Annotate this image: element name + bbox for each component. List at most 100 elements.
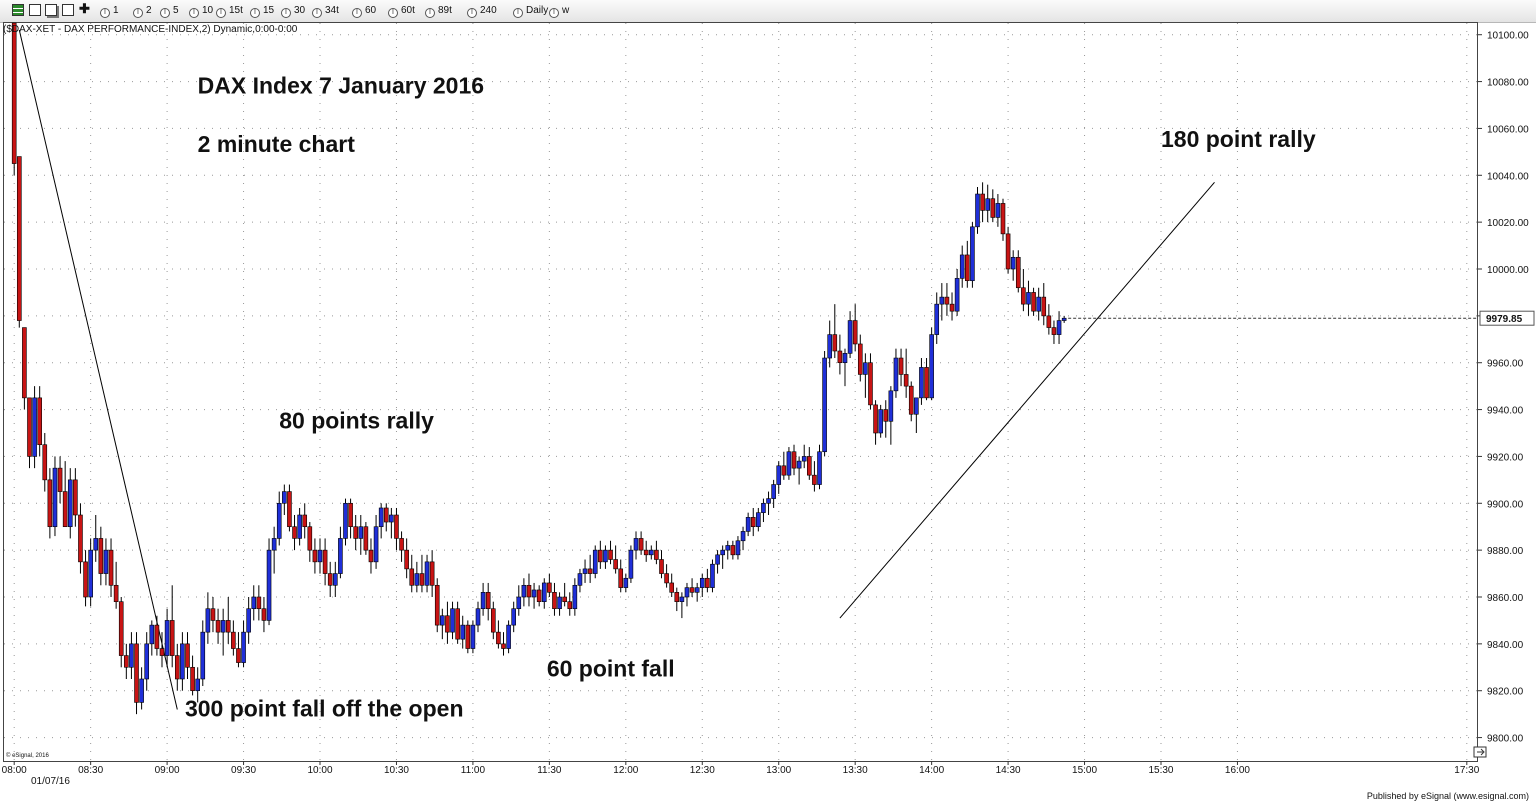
candle-body	[878, 409, 883, 434]
candle	[827, 320, 832, 368]
candle-body	[409, 568, 415, 586]
candle-body	[852, 320, 858, 345]
interval-button-15t[interactable]: I 15t	[216, 4, 243, 18]
candle-body	[761, 502, 766, 513]
interval-button-15[interactable]: I 15	[250, 4, 274, 18]
chart-type-icon[interactable]	[12, 4, 24, 16]
candle	[205, 592, 211, 644]
toolbar: ✚ I 1 I 2 I 5 I 10 I 15t I 15 I 30 I 34t I 60 I 60t I 89t I 240…	[0, 0, 1536, 23]
y-tick-label: 9920.00	[1487, 452, 1524, 463]
candle	[684, 582, 690, 607]
interval-icon: I	[216, 8, 226, 18]
candle-body	[511, 608, 516, 626]
candle	[898, 348, 904, 387]
candle	[720, 545, 725, 569]
page-icon[interactable]	[29, 4, 41, 16]
candle	[480, 582, 486, 616]
interval-button-89t[interactable]: I 89t	[425, 4, 452, 18]
candle-body	[32, 397, 37, 457]
candle	[541, 578, 547, 609]
candle	[399, 531, 404, 562]
candle	[1041, 283, 1047, 326]
candle-body	[781, 465, 787, 476]
candle-body	[343, 502, 348, 539]
interval-button-10[interactable]: I 10	[189, 4, 213, 18]
candle	[404, 538, 409, 579]
candle-body	[990, 198, 996, 218]
candle-body	[287, 491, 292, 528]
candle	[842, 348, 848, 387]
candle	[516, 585, 522, 616]
candle	[623, 573, 629, 593]
copy-icon[interactable]	[45, 4, 57, 16]
candle-body	[394, 514, 399, 539]
candle	[174, 643, 180, 691]
interval-button-240[interactable]: I 240	[467, 4, 497, 18]
candle-body	[42, 444, 48, 481]
candle	[633, 531, 639, 560]
candle	[547, 573, 552, 597]
candle	[460, 615, 466, 649]
candle	[689, 578, 695, 597]
interval-button-60[interactable]: I 60	[352, 4, 376, 18]
candle-body	[720, 549, 725, 556]
interval-icon: I	[160, 8, 170, 18]
candle	[236, 632, 241, 668]
candle-body	[750, 517, 756, 528]
candle-body	[220, 620, 226, 633]
candle-body	[898, 357, 904, 375]
candle	[129, 632, 134, 679]
candle	[419, 554, 425, 593]
candle	[98, 526, 104, 586]
candle-body	[190, 666, 195, 692]
candle	[776, 461, 782, 494]
candle-body	[358, 526, 364, 539]
candle	[985, 184, 990, 223]
candle	[378, 503, 384, 539]
y-tick-label: 9880.00	[1487, 546, 1524, 557]
candle-body	[11, 22, 17, 164]
candle	[903, 348, 909, 398]
candle-body	[1021, 287, 1026, 305]
candle	[307, 522, 313, 562]
candle-body	[118, 601, 124, 656]
candle-body	[480, 592, 486, 610]
candle	[185, 632, 190, 679]
candle-body	[429, 561, 435, 586]
interval-button-30[interactable]: I 30	[281, 4, 305, 18]
candle	[1046, 304, 1052, 335]
interval-icon: I	[467, 8, 477, 18]
candle	[557, 592, 562, 616]
interval-button-60t[interactable]: I 60t	[388, 4, 415, 18]
date-label: 01/07/16	[31, 776, 70, 787]
candle-layer	[11, 22, 1067, 715]
candle-body	[659, 559, 664, 574]
candle	[664, 564, 669, 588]
candle	[761, 498, 766, 523]
crosshair-icon[interactable]: ✚	[79, 1, 90, 16]
link-icon[interactable]	[62, 4, 74, 16]
candle	[16, 156, 22, 328]
candle	[93, 515, 99, 562]
candle-body	[888, 390, 894, 422]
candle-body	[949, 303, 955, 312]
candle-body	[521, 584, 527, 598]
candle	[485, 582, 491, 621]
interval-button-daily[interactable]: I Daily	[513, 4, 548, 18]
candle	[756, 507, 761, 532]
candle	[180, 632, 185, 691]
candle-body	[246, 608, 251, 633]
candle	[118, 597, 124, 668]
interval-label: 240	[480, 5, 497, 16]
x-tick-label: 09:30	[231, 765, 256, 776]
candle	[618, 559, 624, 593]
interval-button-34t[interactable]: I 34t	[312, 4, 339, 18]
candle	[169, 585, 175, 668]
candle	[873, 400, 878, 445]
candle-body	[164, 620, 170, 656]
scroll-arrow-icon[interactable]	[1473, 746, 1487, 758]
